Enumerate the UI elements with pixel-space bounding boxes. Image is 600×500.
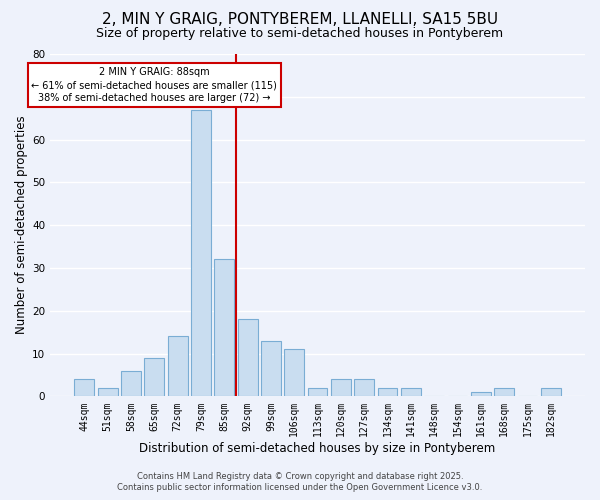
Bar [355,379,374,396]
Bar [74,379,94,396]
Bar [261,340,281,396]
Y-axis label: Number of semi-detached properties: Number of semi-detached properties [15,116,28,334]
X-axis label: Distribution of semi-detached houses by size in Pontyberem: Distribution of semi-detached houses by … [139,442,496,455]
Bar [145,358,164,397]
Bar [331,379,351,396]
Text: Contains HM Land Registry data © Crown copyright and database right 2025.
Contai: Contains HM Land Registry data © Crown c… [118,472,482,492]
Bar [191,110,211,397]
Bar [308,388,328,396]
Bar [401,388,421,396]
Bar [121,370,141,396]
Bar [494,388,514,396]
Bar [284,350,304,397]
Text: 2, MIN Y GRAIG, PONTYBEREM, LLANELLI, SA15 5BU: 2, MIN Y GRAIG, PONTYBEREM, LLANELLI, SA… [102,12,498,28]
Text: 2 MIN Y GRAIG: 88sqm
← 61% of semi-detached houses are smaller (115)
38% of semi: 2 MIN Y GRAIG: 88sqm ← 61% of semi-detac… [31,67,277,103]
Bar [377,388,397,396]
Bar [238,320,257,396]
Bar [168,336,188,396]
Bar [541,388,560,396]
Bar [214,260,234,396]
Text: Size of property relative to semi-detached houses in Pontyberem: Size of property relative to semi-detach… [97,28,503,40]
Bar [471,392,491,396]
Bar [98,388,118,396]
